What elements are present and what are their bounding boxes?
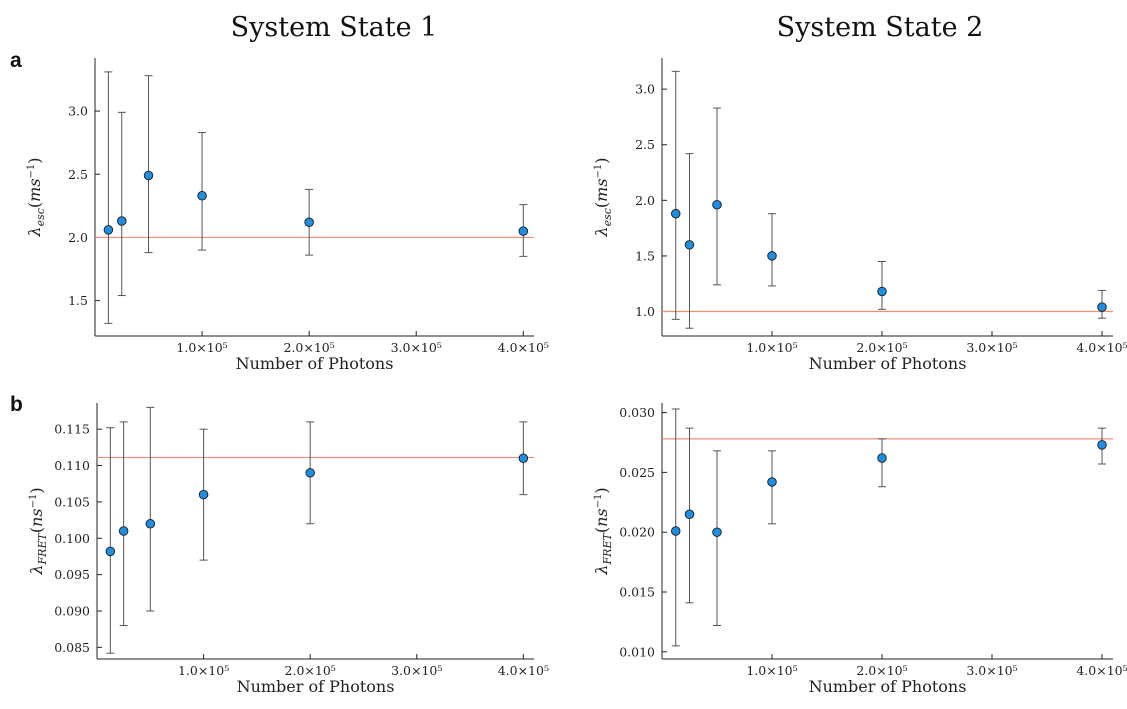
x-tick-label: 1.0×10⁵	[746, 663, 797, 678]
y-tick-label: 0.085	[54, 640, 90, 655]
data-point	[767, 251, 777, 261]
data-point	[117, 216, 127, 226]
y-tick-label: 2.5	[68, 167, 88, 182]
x-tick-label: 2.0×10⁵	[856, 663, 907, 678]
x-tick-label: 4.0×10⁵	[1076, 663, 1127, 678]
data-point	[143, 170, 154, 181]
x-axis-label: Number of Photons	[809, 677, 967, 696]
data-point	[877, 453, 887, 463]
data-point	[305, 468, 315, 478]
y-tick-label: 0.090	[54, 604, 90, 619]
x-axis-label: Number of Photons	[236, 354, 394, 373]
data-point	[197, 190, 207, 201]
x-tick-label: 3.0×10⁵	[391, 663, 442, 678]
x-axis-label: Number of Photons	[237, 677, 395, 696]
panel-label-b: b	[10, 393, 23, 416]
y-tick-label: 0.010	[619, 644, 655, 659]
y-tick-label: 0.110	[54, 458, 90, 473]
y-tick-label: 1.5	[68, 293, 88, 308]
x-tick-label: 4.0×10⁵	[498, 663, 549, 678]
data-point	[198, 489, 209, 500]
y-axis-label: λesc(ms−1)	[25, 157, 47, 237]
data-point	[518, 453, 529, 464]
x-tick-label: 3.0×10⁵	[966, 663, 1017, 678]
y-tick-label: 1.0	[635, 304, 655, 319]
chart-panel-b2: 0.010 0.015 0.020 0.025 0.030 1.0×10⁵ 2.0×10⁵ 3…	[592, 403, 1127, 696]
column-title-state-2: System State 2	[777, 12, 984, 43]
data-point	[712, 200, 722, 210]
data-point	[304, 217, 314, 228]
data-point	[877, 286, 887, 297]
y-tick-label: 2.0	[635, 193, 655, 208]
data-point	[671, 526, 681, 536]
x-tick-label: 3.0×10⁵	[391, 340, 442, 355]
column-title-state-1: System State 1	[231, 12, 438, 43]
y-tick-label: 0.030	[619, 405, 655, 420]
data-point	[1097, 302, 1107, 312]
data-point	[1097, 440, 1107, 450]
y-axis-label: λFRET(ns−1)	[592, 487, 614, 575]
data-point	[671, 208, 681, 219]
x-tick-label: 2.0×10⁵	[856, 340, 907, 355]
data-point	[145, 518, 156, 529]
y-tick-label: 3.0	[68, 104, 88, 119]
y-tick-label: 0.020	[619, 525, 655, 540]
data-point	[684, 509, 695, 520]
chart-panel-a1: 1.5 2.0 2.5 3.0 1.0×10⁵ 2.0×10⁵ 3.0×10⁵ 4.0×10⁵…	[25, 58, 549, 373]
y-tick-label: 0.105	[54, 494, 90, 509]
x-tick-label: 1.0×10⁵	[746, 340, 797, 355]
chart-panel-a2: 1.0 1.5 2.0 2.5 3.0 1.0×10⁵ 2.0×10⁵ 3.0×10⁵ 4.0×…	[592, 58, 1127, 373]
y-tick-label: 2.0	[68, 230, 88, 245]
chart-panel-b1: 0.085 0.090 0.095 0.100 0.105 0.110 0.115 1.0×1…	[27, 403, 549, 696]
x-tick-label: 4.0×10⁵	[1076, 340, 1127, 355]
data-point	[518, 226, 529, 236]
y-tick-label: 0.100	[54, 531, 90, 546]
y-axis-label: λesc(ms−1)	[592, 157, 614, 237]
y-tick-label: 2.5	[635, 137, 655, 152]
y-tick-label: 0.015	[619, 585, 655, 600]
x-axis-label: Number of Photons	[809, 354, 967, 373]
y-tick-label: 0.095	[54, 567, 90, 582]
x-tick-label: 2.0×10⁵	[285, 663, 336, 678]
data-point	[105, 546, 116, 557]
data-point	[103, 225, 114, 235]
x-tick-label: 1.0×10⁵	[178, 663, 229, 678]
x-tick-label: 1.0×10⁵	[176, 340, 227, 355]
x-tick-label: 2.0×10⁵	[284, 340, 335, 355]
data-point	[767, 477, 777, 487]
data-point	[118, 526, 129, 536]
y-axis-label: λFRET(ns−1)	[27, 487, 49, 575]
x-tick-label: 3.0×10⁵	[966, 340, 1017, 355]
data-point	[712, 527, 722, 537]
y-tick-label: 0.115	[54, 422, 90, 437]
data-point	[684, 240, 695, 250]
y-tick-label: 3.0	[635, 82, 655, 97]
y-tick-label: 1.5	[635, 248, 655, 263]
x-tick-label: 4.0×10⁵	[498, 340, 549, 355]
panel-label-a: a	[10, 49, 22, 72]
y-tick-label: 0.025	[619, 465, 655, 480]
